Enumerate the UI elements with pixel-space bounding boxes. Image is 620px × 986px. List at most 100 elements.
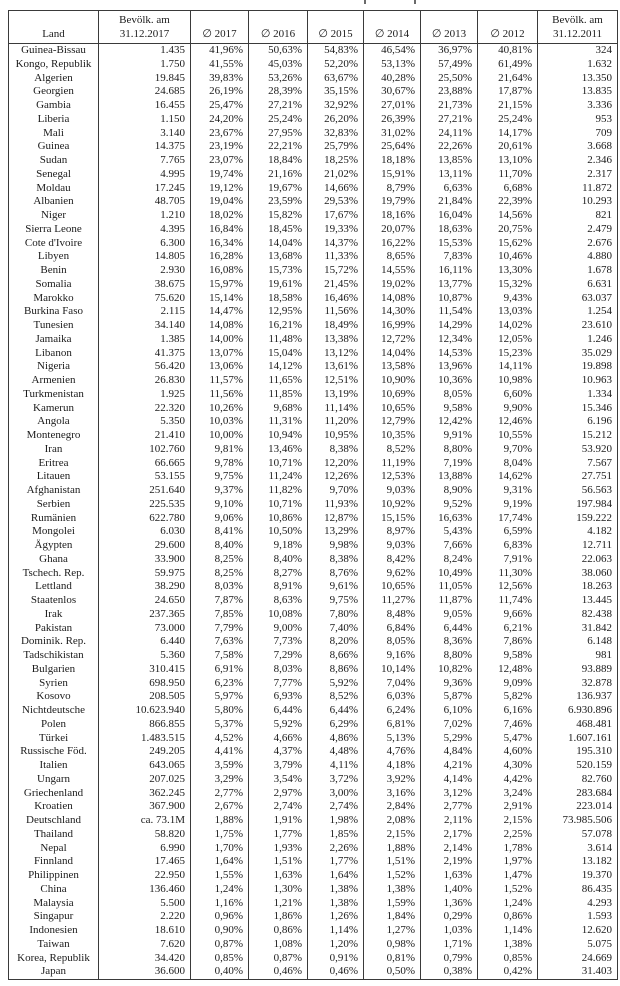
table-cell: 21,84% xyxy=(420,195,478,209)
table-cell: 8,25% xyxy=(190,552,249,567)
table-cell: 0,90% xyxy=(190,924,249,938)
table-cell: 12,42% xyxy=(420,415,478,429)
cell-country: Ungarn xyxy=(8,772,99,787)
table-cell: 7.765 xyxy=(98,154,191,168)
header-line-top: Bevölk. am xyxy=(552,14,603,26)
table-cell: 12,95% xyxy=(248,305,308,319)
table-cell: 0,86% xyxy=(477,910,538,924)
table-row: Kosovo 208.505 5,97% 6,93% 8,52% 6,03% 5,87% 5,… xyxy=(8,690,618,704)
cell-country: Taiwan xyxy=(8,937,99,952)
table-cell: 324 xyxy=(537,43,618,58)
table-cell: 12,79% xyxy=(363,415,421,429)
table-cell: 1.607.161 xyxy=(537,731,618,746)
table-cell: 19,04% xyxy=(190,195,249,209)
table-cell: 7,29% xyxy=(248,649,308,663)
table-cell: 0,79% xyxy=(420,951,478,966)
table-cell: 34.420 xyxy=(98,951,191,966)
table-cell: 11,27% xyxy=(363,594,421,608)
table-cell: 10,65% xyxy=(363,580,421,594)
table-cell: 27,01% xyxy=(363,99,421,113)
table-cell: 4,86% xyxy=(307,731,364,746)
header-line-top: Bevölk. am xyxy=(119,14,170,26)
table-cell: 22,39% xyxy=(477,195,538,209)
cell-country: Armenien xyxy=(8,374,99,388)
cell-country: Benin xyxy=(8,264,99,278)
cell-country: Tunesien xyxy=(8,319,99,333)
table-cell: 19,74% xyxy=(190,167,249,182)
table-cell: 8,40% xyxy=(190,539,249,553)
table-cell: 5,43% xyxy=(420,525,478,539)
table-cell: 3.336 xyxy=(537,99,618,113)
table-row: Türkei 1.483.515 4,52% 4,66% 4,86% 5,13% 5,29%… xyxy=(8,731,618,746)
table-cell: 38.290 xyxy=(98,580,191,594)
table-cell: 15,04% xyxy=(248,346,308,361)
table-row: Griechenland 362.245 2,77% 2,97% 3,00% 3,16% 3… xyxy=(8,786,618,801)
table-cell: 1,86% xyxy=(248,910,308,924)
table-row: Rumänien 622.780 9,06% 10,86% 12,87% 15,15% 16… xyxy=(8,511,618,526)
cell-country: Ghana xyxy=(8,552,99,567)
cell-country: Iran xyxy=(8,442,99,457)
table-cell: 14,02% xyxy=(477,319,538,333)
table-cell: 56.420 xyxy=(98,360,191,374)
table-row: Turkmenistan 1.925 11,56% 11,85% 13,19% 10,69… xyxy=(8,387,618,402)
cropped-caption-artifact xyxy=(364,0,366,4)
table-cell: 136.937 xyxy=(537,690,618,704)
table-cell: 468.481 xyxy=(537,717,618,732)
table-cell: 1,38% xyxy=(307,896,364,911)
table-cell: 195.310 xyxy=(537,745,618,759)
table-cell: 32,92% xyxy=(307,99,364,113)
header-cell-6: ∅ 2013 xyxy=(420,10,478,44)
table-cell: 26,39% xyxy=(363,112,421,127)
table-cell: 2.930 xyxy=(98,264,191,278)
table-cell: 207.025 xyxy=(98,772,191,787)
table-cell: 5,80% xyxy=(190,704,249,718)
table-row: Marokko 75.620 15,14% 18,58% 16,46% 14,08% 10,… xyxy=(8,291,618,306)
table-cell: 4,14% xyxy=(420,772,478,787)
cell-country: Pakistan xyxy=(8,621,99,636)
table-cell: 4,21% xyxy=(420,759,478,773)
table-cell: 11,48% xyxy=(248,332,308,347)
table-cell: 1.385 xyxy=(98,332,191,347)
table-cell: 10,49% xyxy=(420,566,478,581)
table-cell: 2,25% xyxy=(477,827,538,842)
table-cell: 11,56% xyxy=(190,387,249,402)
table-cell: 26.830 xyxy=(98,374,191,388)
table-cell: 11,93% xyxy=(307,497,364,512)
table-cell: 8,03% xyxy=(248,662,308,677)
table-cell: 8,90% xyxy=(420,484,478,498)
table-cell: 31.842 xyxy=(537,621,618,636)
table-cell: 12,51% xyxy=(307,374,364,388)
table-body: Guinea-Bissau 1.435 41,96% 50,63% 54,83% 46,5… xyxy=(8,43,618,980)
table-cell: 8,05% xyxy=(363,635,421,649)
table-cell: 12,72% xyxy=(363,332,421,347)
table-cell: 1.678 xyxy=(537,264,618,278)
table-cell: 8,65% xyxy=(363,250,421,264)
cell-country: Syrien xyxy=(8,676,99,691)
table-cell: 0,86% xyxy=(248,924,308,938)
table-cell: 25,24% xyxy=(477,112,538,127)
table-row: Burkina Faso 2.115 14,47% 12,95% 11,56% 14,30… xyxy=(8,305,618,319)
table-cell: 11,30% xyxy=(477,566,538,581)
table-cell: 1,88% xyxy=(190,814,249,828)
table-cell: 12.711 xyxy=(537,539,618,553)
table-row: Litauen 53.155 9,75% 11,24% 12,26% 12,53% 13,8… xyxy=(8,470,618,484)
table-cell: 19.898 xyxy=(537,360,618,374)
table-cell: 2,15% xyxy=(363,827,421,842)
table-cell: 27,21% xyxy=(248,99,308,113)
table-row: Niger 1.210 18,02% 15,82% 17,67% 18,16% 16,04%… xyxy=(8,209,618,223)
table-cell: 24,20% xyxy=(190,112,249,127)
cell-country: Moldau xyxy=(8,181,99,196)
table-cell: 23,67% xyxy=(190,126,249,141)
table-cell: 13,06% xyxy=(190,360,249,374)
cell-country: Cote d'Ivoire xyxy=(8,236,99,251)
table-cell: 10,55% xyxy=(477,429,538,443)
table-cell: 38.675 xyxy=(98,277,191,292)
table-cell: 22,21% xyxy=(248,140,308,154)
table-cell: 24.685 xyxy=(98,85,191,99)
header-line-bottom: ∅ 2013 xyxy=(431,28,467,40)
table-cell: 10,71% xyxy=(248,497,308,512)
table-cell: 18,45% xyxy=(248,222,308,237)
table-row: Nichtdeutsche 10.623.940 5,80% 6,44% 6,44% 6,… xyxy=(8,704,618,718)
table-row: Albanien 48.705 19,04% 23,59% 29,53% 19,79% 21… xyxy=(8,195,618,209)
table-cell: 1.632 xyxy=(537,57,618,72)
